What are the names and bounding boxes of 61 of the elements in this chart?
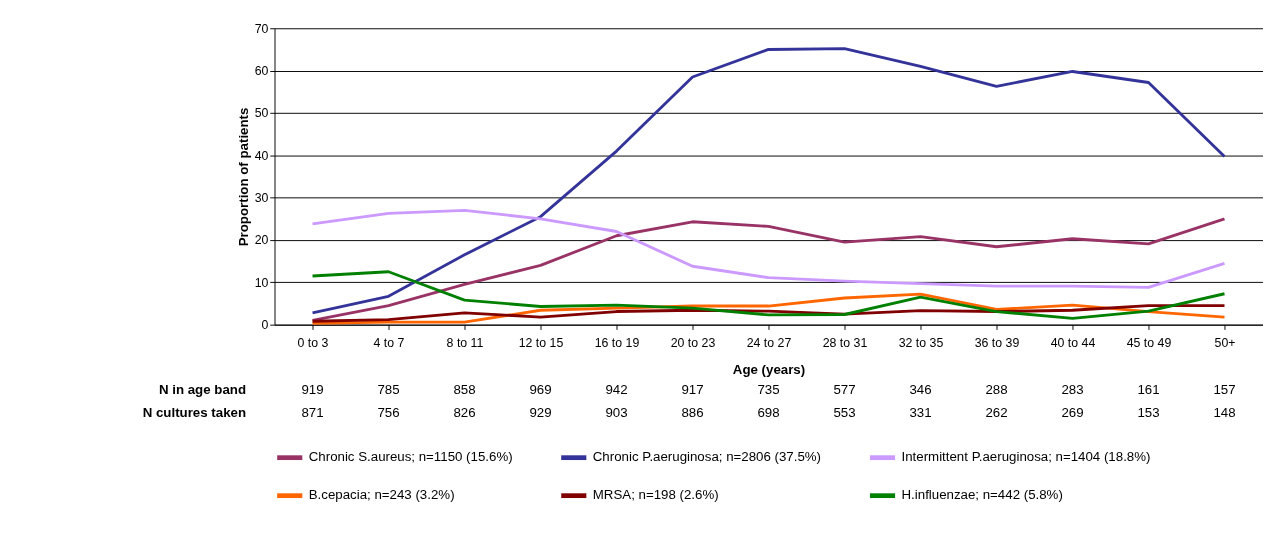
y-tick-label: 50 [254, 106, 269, 121]
text: N cultures taken [142, 405, 247, 421]
text: 917 [681, 381, 704, 397]
text: 903 [605, 405, 628, 421]
x-tick-label: 16 to 19 [594, 336, 640, 350]
text: 346 [909, 381, 932, 397]
text: 929 [529, 405, 552, 421]
text: 269 [1061, 405, 1084, 421]
line-series [311, 208, 1226, 289]
text: 153 [1137, 405, 1160, 421]
x-tick-label: 40 to 44 [1050, 336, 1096, 350]
legend-label: B.cepacia; n=243 (3.2%) [308, 487, 455, 503]
text: N in age band [158, 381, 247, 397]
text: 756 [377, 405, 400, 421]
legend-label: Chronic P.aeruginosa; n=2806 (37.5%) [592, 449, 822, 465]
text: 331 [909, 405, 932, 421]
y-tick-label: 40 [254, 148, 269, 163]
text: 288 [985, 381, 1008, 397]
text: 283 [1061, 381, 1084, 397]
text: 161 [1137, 381, 1160, 397]
text: 871 [301, 405, 324, 421]
x-tick-label: 32 to 35 [898, 336, 944, 350]
y-tick-label: 60 [254, 63, 269, 78]
line-series [311, 270, 1226, 320]
x-tick-label: 50+ [1214, 336, 1236, 350]
legend-label: Intermittent P.aeruginosa; n=1404 (18.8%) [901, 449, 1151, 465]
line-series [311, 47, 1226, 315]
text: 148 [1213, 405, 1236, 421]
y-tick-label: 10 [254, 275, 269, 290]
legend-label: H.influenzae; n=442 (5.8%) [901, 487, 1063, 503]
text: 886 [681, 405, 704, 421]
x-tick-label: 4 to 7 [373, 336, 405, 350]
text: 735 [757, 381, 780, 397]
x-tick-label: 12 to 15 [518, 336, 564, 350]
y-tick-label: 70 [254, 21, 269, 36]
text: 942 [605, 381, 628, 397]
legend-label: MRSA; n=198 (2.6%) [592, 487, 719, 503]
text: 826 [453, 405, 476, 421]
line-series [311, 217, 1226, 322]
x-tick-label: 45 to 49 [1126, 336, 1172, 350]
x-tick-label: 36 to 39 [974, 336, 1020, 350]
x-axis-title: Age (years) [732, 361, 806, 377]
text: 577 [833, 381, 856, 397]
text: 553 [833, 405, 856, 421]
text: 919 [301, 381, 324, 397]
y-tick-label: 30 [254, 190, 269, 205]
text: 262 [985, 405, 1008, 421]
text: 157 [1213, 381, 1236, 397]
text: 698 [757, 405, 780, 421]
x-tick-label: 20 to 23 [670, 336, 716, 350]
y-axis-title: Proportion of patients [235, 107, 251, 247]
x-tick-label: 0 to 3 [297, 336, 329, 350]
y-tick-label: 20 [254, 233, 269, 248]
x-tick-label: 28 to 31 [822, 336, 868, 350]
x-tick-label: 8 to 11 [446, 336, 484, 350]
text: 785 [377, 381, 400, 397]
x-tick-label: 24 to 27 [746, 336, 792, 350]
text: 969 [529, 381, 552, 397]
text: 858 [453, 381, 476, 397]
legend-label: Chronic S.aureus; n=1150 (15.6%) [308, 449, 513, 465]
y-tick-label: 0 [261, 317, 269, 332]
